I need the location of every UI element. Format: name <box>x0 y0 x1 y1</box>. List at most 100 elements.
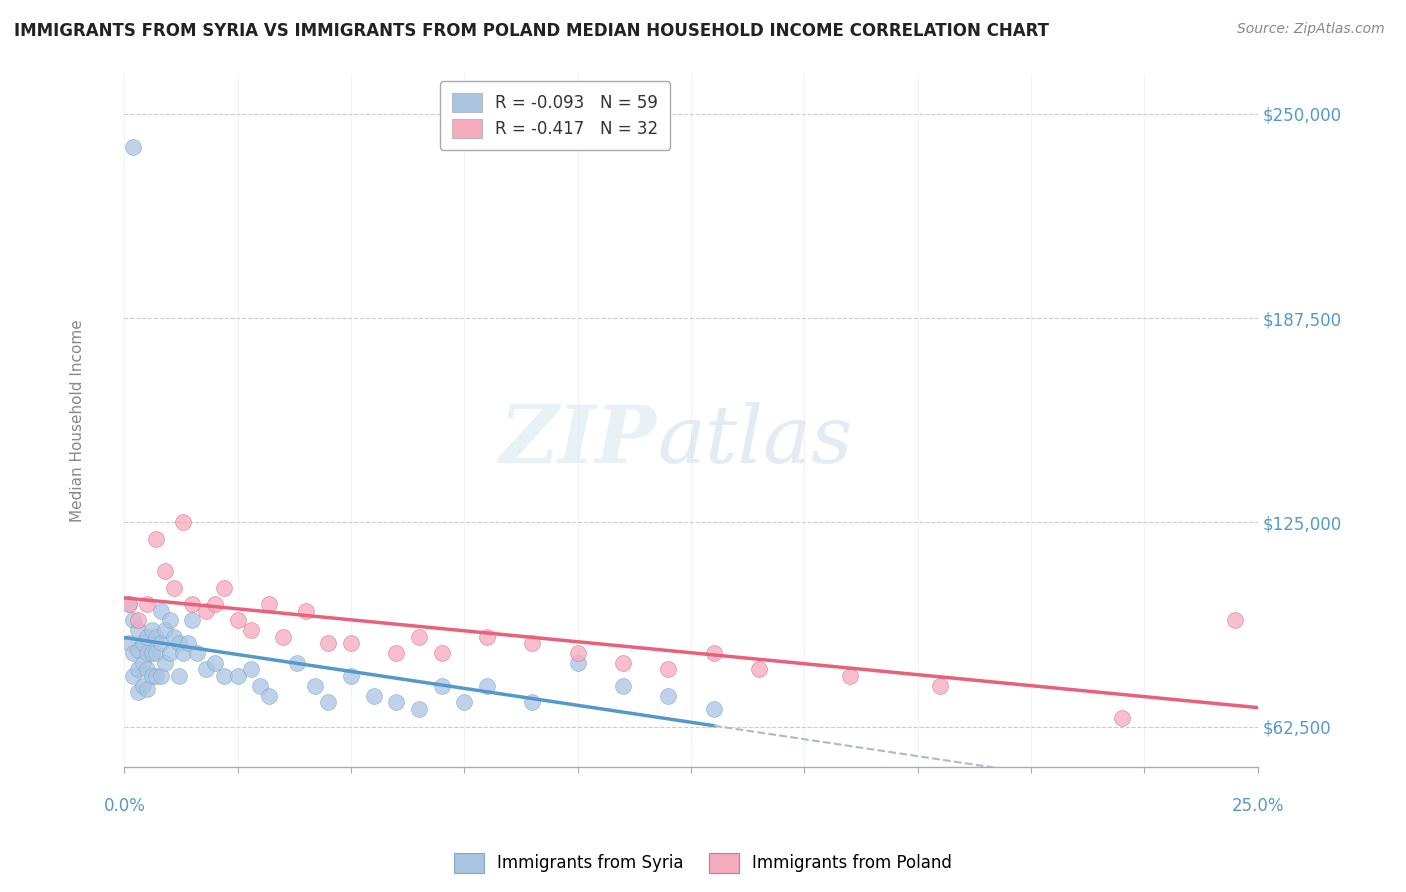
Point <box>612 679 634 693</box>
Point <box>657 662 679 676</box>
Point <box>136 630 159 644</box>
Point <box>127 624 149 638</box>
Point <box>212 581 235 595</box>
Point <box>127 614 149 628</box>
Point <box>259 597 281 611</box>
Point <box>385 695 408 709</box>
Text: 0.0%: 0.0% <box>104 797 145 815</box>
Point <box>186 646 208 660</box>
Point <box>703 646 725 660</box>
Point <box>163 581 186 595</box>
Point <box>118 636 141 650</box>
Point <box>136 662 159 676</box>
Point <box>567 646 589 660</box>
Point <box>145 669 167 683</box>
Point <box>159 646 181 660</box>
Point <box>122 139 145 153</box>
Point <box>408 701 430 715</box>
Point <box>226 614 249 628</box>
Point <box>838 669 860 683</box>
Point <box>131 636 153 650</box>
Text: ZIP: ZIP <box>501 402 657 480</box>
Point <box>159 614 181 628</box>
Point <box>172 646 194 660</box>
Point <box>145 646 167 660</box>
Point <box>141 624 163 638</box>
Point <box>141 646 163 660</box>
Point <box>122 646 145 660</box>
Point <box>408 630 430 644</box>
Point <box>153 656 176 670</box>
Point <box>181 597 204 611</box>
Point <box>612 656 634 670</box>
Point <box>149 604 172 618</box>
Point <box>204 597 226 611</box>
Legend: R = -0.093   N = 59, R = -0.417   N = 32: R = -0.093 N = 59, R = -0.417 N = 32 <box>440 81 669 150</box>
Point <box>294 604 316 618</box>
Text: atlas: atlas <box>657 402 852 480</box>
Point <box>127 642 149 657</box>
Point <box>136 681 159 696</box>
Point <box>522 636 544 650</box>
Point <box>194 604 217 618</box>
Text: Median Household Income: Median Household Income <box>70 318 84 522</box>
Point <box>240 662 263 676</box>
Point <box>240 624 263 638</box>
Point <box>194 662 217 676</box>
Point <box>136 646 159 660</box>
Point <box>149 636 172 650</box>
Text: IMMIGRANTS FROM SYRIA VS IMMIGRANTS FROM POLAND MEDIAN HOUSEHOLD INCOME CORRELAT: IMMIGRANTS FROM SYRIA VS IMMIGRANTS FROM… <box>14 22 1049 40</box>
Point <box>131 656 153 670</box>
Point <box>318 636 340 650</box>
Point <box>522 695 544 709</box>
Point <box>271 630 294 644</box>
Point <box>153 624 176 638</box>
Point <box>475 630 498 644</box>
Point <box>1223 614 1246 628</box>
Point <box>249 679 271 693</box>
Point <box>318 695 340 709</box>
Point <box>149 669 172 683</box>
Point <box>475 679 498 693</box>
Point <box>285 656 308 670</box>
Point <box>136 597 159 611</box>
Point <box>172 516 194 530</box>
Point <box>141 669 163 683</box>
Point <box>118 597 141 611</box>
Point <box>118 597 141 611</box>
Point <box>163 630 186 644</box>
Point <box>1111 711 1133 725</box>
Point <box>340 636 363 650</box>
Point <box>153 565 176 579</box>
Text: Source: ZipAtlas.com: Source: ZipAtlas.com <box>1237 22 1385 37</box>
Text: 25.0%: 25.0% <box>1232 797 1284 815</box>
Point <box>567 656 589 670</box>
Point <box>430 679 453 693</box>
Point <box>226 669 249 683</box>
Point <box>127 662 149 676</box>
Point <box>167 636 190 650</box>
Point <box>703 701 725 715</box>
Point <box>304 679 326 693</box>
Legend: Immigrants from Syria, Immigrants from Poland: Immigrants from Syria, Immigrants from P… <box>447 847 959 880</box>
Point <box>657 689 679 703</box>
Point <box>385 646 408 660</box>
Point <box>181 614 204 628</box>
Point <box>145 630 167 644</box>
Point <box>122 614 145 628</box>
Point <box>212 669 235 683</box>
Point <box>177 636 200 650</box>
Point <box>204 656 226 670</box>
Point <box>430 646 453 660</box>
Point <box>453 695 475 709</box>
Point <box>145 532 167 546</box>
Point <box>340 669 363 683</box>
Point <box>167 669 190 683</box>
Point <box>131 679 153 693</box>
Point <box>748 662 770 676</box>
Point <box>929 679 952 693</box>
Point <box>363 689 385 703</box>
Point <box>127 685 149 699</box>
Point <box>122 669 145 683</box>
Point <box>259 689 281 703</box>
